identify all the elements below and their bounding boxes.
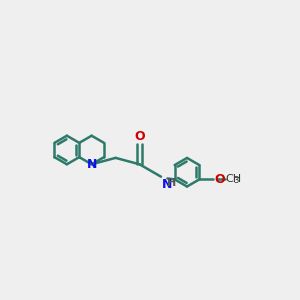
Text: N: N bbox=[86, 158, 97, 171]
Text: N: N bbox=[162, 178, 172, 191]
Text: O: O bbox=[214, 173, 224, 186]
Text: CH: CH bbox=[225, 174, 242, 184]
Text: H: H bbox=[167, 178, 176, 188]
Text: 3: 3 bbox=[234, 176, 239, 185]
Text: O: O bbox=[134, 130, 145, 142]
